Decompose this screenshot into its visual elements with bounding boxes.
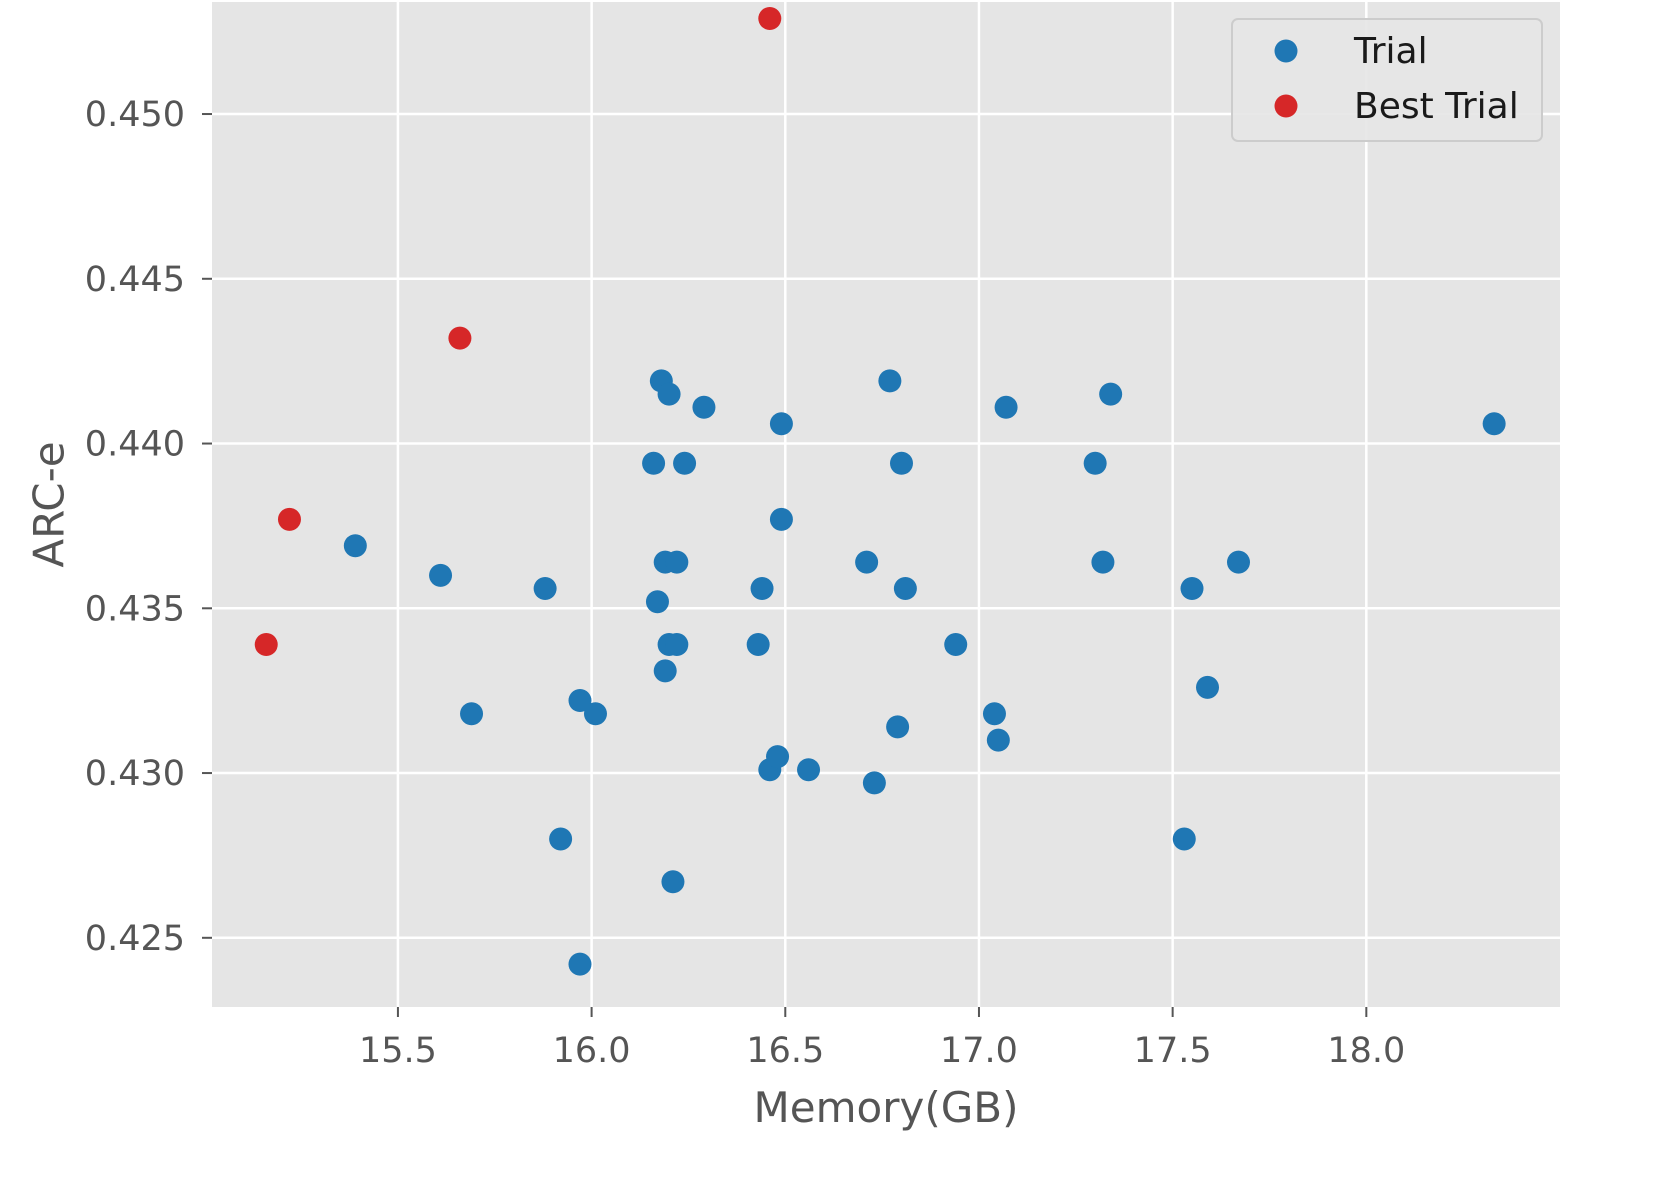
point-trial xyxy=(1196,675,1220,699)
point-trial xyxy=(460,702,484,726)
point-trial xyxy=(568,952,592,976)
y-tick-label: 0.445 xyxy=(85,260,185,300)
point-trial xyxy=(653,659,677,683)
point-trial xyxy=(642,451,666,475)
point-trial xyxy=(657,382,681,406)
point-trial xyxy=(429,563,453,587)
point-trial xyxy=(568,689,592,713)
legend: Trial Best Trial xyxy=(1231,18,1543,142)
point-trial xyxy=(982,702,1006,726)
x-axis-label: Memory(GB) xyxy=(754,1083,1019,1132)
y-axis-label: ARC-e xyxy=(25,441,74,567)
point-best-trial xyxy=(277,507,301,531)
data-points xyxy=(254,6,1506,976)
y-tick-label: 0.425 xyxy=(85,919,185,959)
point-trial xyxy=(1083,451,1107,475)
point-trial xyxy=(645,590,669,614)
point-best-trial xyxy=(758,6,782,30)
point-trial xyxy=(766,745,790,769)
x-tick-label: 15.5 xyxy=(359,1031,437,1071)
legend-marker-trial xyxy=(1274,39,1298,63)
point-best-trial xyxy=(254,633,278,657)
point-trial xyxy=(994,395,1018,419)
x-tick-label: 16.0 xyxy=(553,1031,631,1071)
point-trial xyxy=(549,827,573,851)
legend-box xyxy=(1231,18,1543,142)
point-trial xyxy=(797,758,821,782)
point-trial xyxy=(1180,577,1204,601)
y-tick-label: 0.435 xyxy=(85,589,185,629)
point-trial xyxy=(769,412,793,436)
point-trial xyxy=(1099,382,1123,406)
x-tick-label: 17.5 xyxy=(1134,1031,1212,1071)
point-trial xyxy=(893,577,917,601)
y-tick-label: 0.430 xyxy=(85,754,185,794)
grid-lines xyxy=(212,2,1560,1007)
point-trial xyxy=(986,728,1010,752)
point-trial xyxy=(1172,827,1196,851)
y-tick-label: 0.450 xyxy=(85,95,185,135)
axis-ticks: 15.5 16.0 16.5 17.0 17.5 18.0 0.425 0.430 0.435 0… xyxy=(85,95,1405,1071)
point-trial xyxy=(746,633,770,657)
plot-background xyxy=(212,2,1560,1007)
point-trial xyxy=(1226,550,1250,574)
legend-label-best-trial: Best Trial xyxy=(1354,86,1519,127)
point-trial xyxy=(1091,550,1115,574)
point-trial xyxy=(889,451,913,475)
point-trial xyxy=(944,633,968,657)
point-trial xyxy=(583,702,607,726)
point-trial xyxy=(1482,412,1506,436)
point-trial xyxy=(661,870,685,894)
point-trial xyxy=(855,550,879,574)
point-trial xyxy=(343,534,367,558)
x-tick-label: 16.5 xyxy=(746,1031,824,1071)
point-trial xyxy=(886,715,910,739)
point-trial xyxy=(692,395,716,419)
point-trial xyxy=(862,771,886,795)
legend-label-trial: Trial xyxy=(1353,31,1428,72)
point-trial xyxy=(769,507,793,531)
point-trial xyxy=(750,577,774,601)
x-tick-label: 18.0 xyxy=(1327,1031,1405,1071)
point-best-trial xyxy=(448,326,472,350)
legend-marker-best-trial xyxy=(1274,94,1298,118)
point-trial xyxy=(665,550,689,574)
point-trial xyxy=(533,577,557,601)
point-trial xyxy=(665,633,689,657)
x-tick-label: 17.0 xyxy=(940,1031,1018,1071)
point-trial xyxy=(878,369,902,393)
point-trial xyxy=(673,451,697,475)
y-tick-label: 0.440 xyxy=(85,425,185,465)
